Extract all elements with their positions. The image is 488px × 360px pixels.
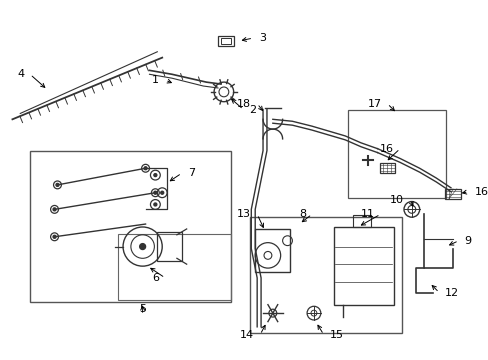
- Bar: [218, 36, 233, 46]
- Circle shape: [53, 208, 56, 211]
- Bar: [255, 229, 290, 272]
- Circle shape: [154, 191, 157, 194]
- Bar: [444, 189, 460, 199]
- Text: 9: 9: [464, 236, 471, 246]
- Circle shape: [53, 235, 56, 238]
- Text: 6: 6: [152, 273, 159, 283]
- Circle shape: [144, 167, 147, 170]
- Text: 16: 16: [473, 187, 488, 197]
- Text: 15: 15: [329, 330, 343, 340]
- Circle shape: [154, 174, 157, 176]
- Text: 8: 8: [298, 209, 305, 219]
- Bar: [379, 163, 394, 173]
- Circle shape: [161, 191, 163, 194]
- Circle shape: [140, 244, 145, 249]
- Text: 3: 3: [259, 33, 265, 43]
- Text: 5: 5: [139, 304, 146, 314]
- Circle shape: [154, 203, 157, 206]
- Text: 7: 7: [187, 168, 194, 178]
- Bar: [30, 150, 230, 302]
- Bar: [250, 217, 401, 333]
- Text: 18: 18: [237, 99, 251, 109]
- Text: 17: 17: [366, 99, 381, 109]
- Bar: [118, 234, 230, 300]
- Text: 13: 13: [237, 209, 251, 219]
- Text: 4: 4: [17, 69, 24, 79]
- Bar: [347, 109, 445, 198]
- Text: 2: 2: [249, 104, 256, 114]
- Text: 14: 14: [240, 330, 254, 340]
- Bar: [157, 232, 182, 261]
- Text: 1: 1: [152, 75, 159, 85]
- Circle shape: [56, 184, 59, 186]
- Text: 12: 12: [444, 288, 458, 298]
- Text: 10: 10: [389, 194, 403, 204]
- Text: 11: 11: [360, 209, 374, 219]
- Bar: [352, 215, 370, 227]
- Bar: [221, 38, 230, 44]
- Bar: [333, 227, 393, 305]
- Text: 16: 16: [380, 144, 393, 154]
